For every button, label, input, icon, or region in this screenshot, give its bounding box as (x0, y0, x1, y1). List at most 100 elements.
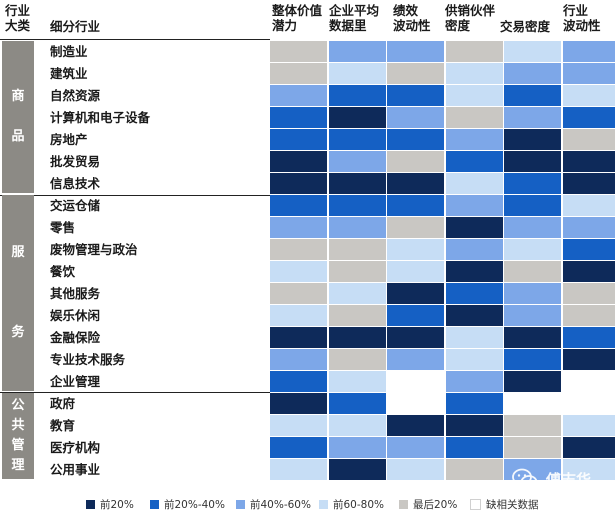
heatmap-cell (328, 173, 386, 194)
heatmap-cell (387, 415, 444, 436)
heatmap-cell (328, 151, 386, 172)
legend-swatch (236, 500, 245, 509)
heatmap-cell (445, 173, 503, 194)
heatmap-cell (445, 327, 503, 348)
heatmap-cell (504, 239, 561, 260)
heatmap-cell (328, 283, 386, 304)
column-header: 企业平均 数据里 (329, 3, 380, 33)
header-sub-industry: 细分行业 (50, 19, 101, 34)
heatmap-cell (387, 437, 444, 458)
heatmap-cell (445, 415, 503, 436)
heatmap-cell (445, 239, 503, 260)
heatmap-cell (504, 305, 561, 326)
legend-item: 缺相关数据 (470, 497, 539, 512)
heatmap-cell (445, 217, 503, 238)
heatmap-cell (445, 41, 503, 62)
category-label: 公 共 管 理 (11, 398, 25, 473)
category-label: 商 品 (11, 89, 25, 144)
heatmap-cell (504, 415, 561, 436)
row-label: 建筑业 (50, 66, 88, 81)
row-label: 教育 (50, 418, 76, 433)
row-label: 娱乐休闲 (50, 308, 101, 323)
heatmap-cell (270, 393, 327, 414)
row-label: 批发贸易 (50, 154, 101, 169)
legend: 前20% 前20%-40% 前40%-60% 前60-80% 最后20% 缺相关数据 (0, 497, 615, 513)
heatmap-cell (562, 85, 615, 106)
row-label: 餐饮 (50, 264, 76, 279)
heatmap-cell (270, 371, 327, 392)
heatmap-cell (328, 305, 386, 326)
category-bar: 商 品 (2, 41, 34, 193)
heatmap-cell (562, 173, 615, 194)
heatmap-cell (270, 41, 327, 62)
heatmap-cell (387, 327, 444, 348)
heatmap-cell (387, 85, 444, 106)
category-label: 服 务 (11, 245, 25, 340)
heatmap-cell (504, 349, 561, 370)
heatmap-cell (328, 261, 386, 282)
column-header: 供销伙伴 密度 (445, 3, 496, 33)
row-label: 自然资源 (50, 88, 101, 103)
heatmap-cell (270, 305, 327, 326)
heatmap-cell (270, 217, 327, 238)
heatmap-cell (562, 393, 615, 414)
heatmap-cell (328, 437, 386, 458)
heatmap-cell (562, 151, 615, 172)
legend-swatch (470, 499, 481, 510)
heatmap-cell (387, 305, 444, 326)
row-label: 金融保险 (50, 330, 101, 345)
heatmap-cell (504, 283, 561, 304)
heatmap-cell (562, 107, 615, 128)
heatmap-cell (387, 349, 444, 370)
heatmap-cell (328, 107, 386, 128)
heatmap-cell (504, 173, 561, 194)
heatmap-cell (445, 393, 503, 414)
legend-label: 缺相关数据 (486, 499, 539, 511)
heatmap-cell (504, 41, 561, 62)
row-label: 其他服务 (50, 286, 101, 301)
heatmap-cell (504, 85, 561, 106)
heatmap-cell (387, 217, 444, 238)
row-label: 交运仓储 (50, 198, 101, 213)
row-label: 制造业 (50, 44, 88, 59)
legend-item: 前40%-60% (236, 497, 311, 512)
heatmap-cell (270, 151, 327, 172)
heatmap-cell (328, 195, 386, 216)
heatmap-cell (445, 195, 503, 216)
heatmap-cell (270, 63, 327, 84)
heatmap-cell (387, 151, 444, 172)
heatmap-cell (445, 349, 503, 370)
heatmap-cell (445, 151, 503, 172)
heatmap-cell (387, 129, 444, 150)
heatmap-cell (445, 129, 503, 150)
heatmap-cell (562, 415, 615, 436)
heatmap-cell (387, 459, 444, 480)
heatmap-cell (270, 349, 327, 370)
watermark: 傅志华 (512, 468, 591, 490)
heatmap-cell (387, 261, 444, 282)
heatmap-cell (562, 195, 615, 216)
heatmap-cell (562, 41, 615, 62)
heatmap-cell (270, 415, 327, 436)
column-header: 整体价值 潜力 (272, 3, 323, 33)
heatmap-cell (504, 261, 561, 282)
row-label: 计算机和电子设备 (50, 110, 151, 125)
heatmap-cell (504, 107, 561, 128)
heatmap-cell (270, 107, 327, 128)
heatmap-cell (328, 41, 386, 62)
legend-item: 前20% (86, 497, 134, 512)
heatmap-cell (328, 327, 386, 348)
heatmap-cell (387, 195, 444, 216)
heatmap-cell (445, 261, 503, 282)
heatmap-cell (328, 459, 386, 480)
heatmap-cell (504, 129, 561, 150)
heatmap-cell (562, 261, 615, 282)
column-header: 绩效 波动性 (393, 3, 431, 33)
heatmap-cell (387, 239, 444, 260)
category-divider-services-public (0, 392, 270, 393)
heatmap-cell (562, 327, 615, 348)
heatmap-cell (387, 41, 444, 62)
legend-label: 前20% (100, 499, 134, 511)
row-label: 专业技术服务 (50, 352, 126, 367)
heatmap-cell (445, 437, 503, 458)
